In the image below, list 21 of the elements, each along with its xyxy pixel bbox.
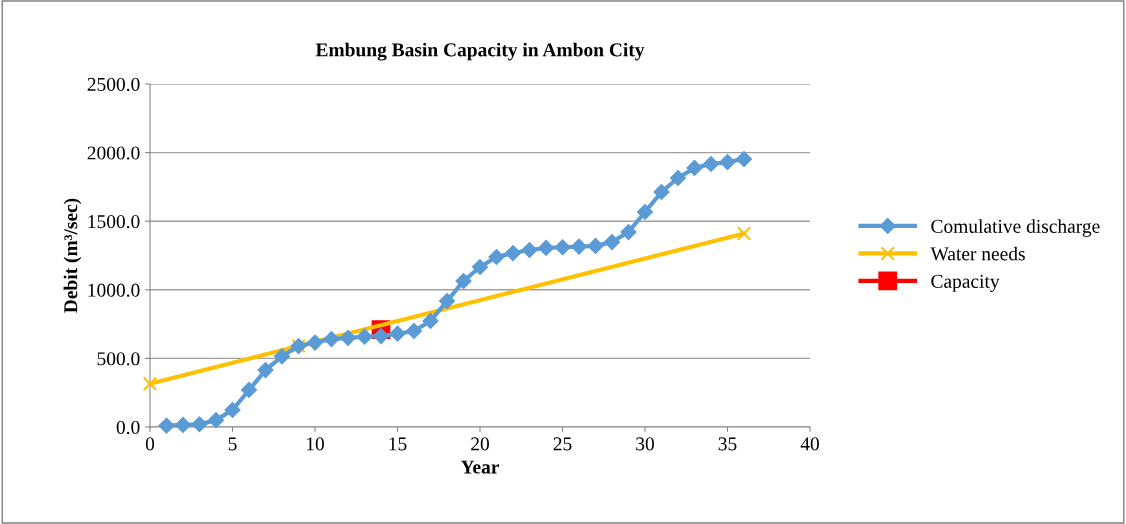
- x-tick-label: 20: [471, 437, 489, 451]
- y-tick-label: 2500.0: [87, 77, 140, 92]
- chart-title: Embung Basin Capacity in Ambon City: [315, 42, 645, 61]
- y-axis-title: Debit (m³/sec): [63, 198, 82, 313]
- x-axis-title: Year: [460, 460, 500, 474]
- x-tick-label: 30: [636, 437, 654, 451]
- x-tick-label: 5: [228, 437, 237, 451]
- legend-label: Capacity: [931, 274, 1000, 292]
- x-tick-label: 25: [553, 437, 572, 451]
- y-tick-label: 1000.0: [88, 283, 140, 297]
- y-tick-label: 500.0: [97, 352, 140, 366]
- x-tick-label: 0: [145, 437, 155, 451]
- legend-label: Comulative discharge: [931, 219, 1100, 237]
- y-tick-label: 0.0: [116, 420, 140, 435]
- x-tick-label: 35: [718, 437, 737, 451]
- x-tick-label: 40: [800, 437, 819, 451]
- y-tick-label: 2000.0: [87, 146, 140, 160]
- legend-label: Water needs: [930, 246, 1025, 261]
- x-tick-label: 10: [306, 437, 324, 451]
- x-tick-label: 15: [389, 437, 407, 451]
- y-tick-label: 1500.0: [88, 215, 140, 229]
